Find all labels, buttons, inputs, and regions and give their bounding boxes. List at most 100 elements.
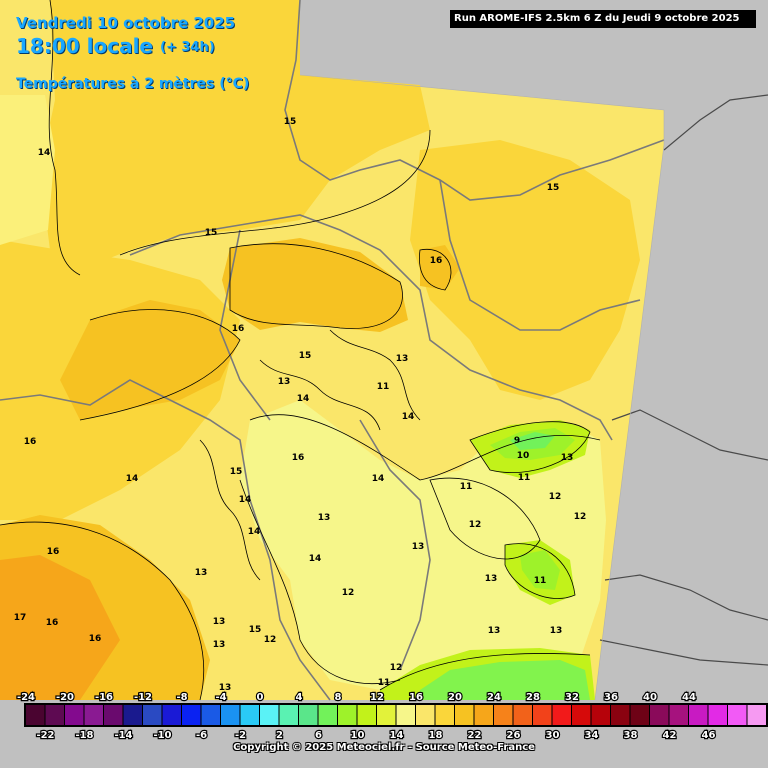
contour-label: 11 <box>460 482 473 492</box>
forecast-time: 18:00 locale <box>16 34 153 58</box>
color-scale-label: -6 <box>196 730 207 741</box>
color-scale-swatch <box>396 705 415 725</box>
color-scale-label: 6 <box>315 730 322 741</box>
color-scale-label: 10 <box>351 730 365 741</box>
zone-17-southwest <box>0 555 120 700</box>
color-scale-swatch <box>533 705 552 725</box>
zone-16-west <box>60 300 240 420</box>
color-scale-swatch <box>26 705 45 725</box>
contour-label: 12 <box>549 492 562 502</box>
color-scale-label: 0 <box>257 692 264 703</box>
color-scale-swatch <box>630 705 649 725</box>
contour-label: 14 <box>38 148 51 158</box>
contour-label: 11 <box>518 473 531 483</box>
color-scale-swatch <box>494 705 513 725</box>
color-scale-label: -8 <box>176 692 187 703</box>
color-scale-swatch <box>474 705 493 725</box>
color-scale-label: -20 <box>56 692 74 703</box>
color-scale-label: 2 <box>276 730 283 741</box>
contour-label: 16 <box>430 256 443 266</box>
contour-label: 13 <box>561 453 574 463</box>
color-scale-swatch <box>747 705 766 725</box>
color-scale-label: 44 <box>682 692 696 703</box>
contour-label: 14 <box>248 527 261 537</box>
contour-label: 13 <box>213 640 226 650</box>
color-scale-label: -2 <box>235 730 246 741</box>
zone-alps-south-cold <box>420 660 590 700</box>
color-scale-swatch <box>669 705 688 725</box>
color-scale-label: 32 <box>565 692 579 703</box>
color-scale-swatch <box>377 705 396 725</box>
color-scale-swatch <box>260 705 279 725</box>
contour-label: 16 <box>47 547 60 557</box>
contour-label: 16 <box>89 634 102 644</box>
run-info-banner: Run AROME-IFS 2.5km 6 Z du Jeudi 9 octob… <box>450 10 756 28</box>
contour-label: 11 <box>534 576 547 586</box>
contour-label: 13 <box>550 626 563 636</box>
color-scale-swatch <box>45 705 64 725</box>
contour-label: 13 <box>318 513 331 523</box>
color-scale-label: -16 <box>95 692 113 703</box>
contour-label: 12 <box>342 588 355 598</box>
color-scale-label: 28 <box>526 692 540 703</box>
color-scale-swatch <box>123 705 142 725</box>
color-scale-swatch <box>552 705 571 725</box>
color-scale-swatch <box>279 705 298 725</box>
contour-labels: 14 15 15 15 16 16 15 13 13 11 14 14 16 9 10 13 16 15 14 14 1… <box>14 117 587 693</box>
contour-label: 16 <box>24 437 37 447</box>
color-scale-swatch <box>357 705 376 725</box>
color-scale-swatch <box>435 705 454 725</box>
contour-label: 12 <box>574 512 587 522</box>
contours <box>0 0 601 701</box>
color-scale-label: -24 <box>17 692 35 703</box>
color-scale-label: 22 <box>468 730 482 741</box>
contour-label: 14 <box>126 474 139 484</box>
contour-label: 14 <box>239 495 252 505</box>
contour-label: 12 <box>469 520 482 530</box>
color-scale-swatch <box>299 705 318 725</box>
zone-15-east <box>410 140 640 400</box>
contour-label: 12 <box>390 663 403 673</box>
color-scale-label: 30 <box>546 730 560 741</box>
color-scale-label: 34 <box>585 730 599 741</box>
color-scale-label: 24 <box>487 692 501 703</box>
contour-label: 17 <box>14 613 27 623</box>
color-scale-swatch <box>572 705 591 725</box>
domain-edge <box>299 74 665 701</box>
color-scale-label: 20 <box>448 692 462 703</box>
contour-label: 13 <box>278 377 291 387</box>
contour-label: 16 <box>292 453 305 463</box>
color-scale-swatch <box>650 705 669 725</box>
color-scale-swatch <box>728 705 747 725</box>
color-scale-swatch <box>455 705 474 725</box>
contour-label: 14 <box>309 554 322 564</box>
zone-15-north <box>40 0 430 270</box>
contour-label: 16 <box>232 324 245 334</box>
zone-10-southeast <box>520 550 560 590</box>
contour-label: 14 <box>372 474 385 484</box>
contour-label: 10 <box>517 451 530 461</box>
contour-label: 9 <box>514 436 520 446</box>
color-scale-swatch <box>689 705 708 725</box>
color-scale-label: 16 <box>409 692 423 703</box>
color-scale-swatch <box>708 705 727 725</box>
color-scale-swatch <box>221 705 240 725</box>
contour-label: 14 <box>402 412 415 422</box>
contour-label: 13 <box>213 617 226 627</box>
contour-label: 13 <box>219 683 232 693</box>
contour-label: 15 <box>230 467 243 477</box>
contour-label: 13 <box>412 542 425 552</box>
contour-label: 15 <box>284 117 297 127</box>
color-scale-swatch <box>240 705 259 725</box>
color-scale-swatch <box>318 705 337 725</box>
color-scale-label: 46 <box>702 730 716 741</box>
color-scale-swatch <box>182 705 201 725</box>
color-scale-swatch <box>162 705 181 725</box>
color-scale-label: -12 <box>134 692 152 703</box>
color-scale-label: 14 <box>390 730 404 741</box>
color-scale-label: 42 <box>663 730 677 741</box>
forecast-offset: (+ 34h) <box>160 40 215 55</box>
color-scale-swatch <box>143 705 162 725</box>
contour-label: 15 <box>299 351 312 361</box>
